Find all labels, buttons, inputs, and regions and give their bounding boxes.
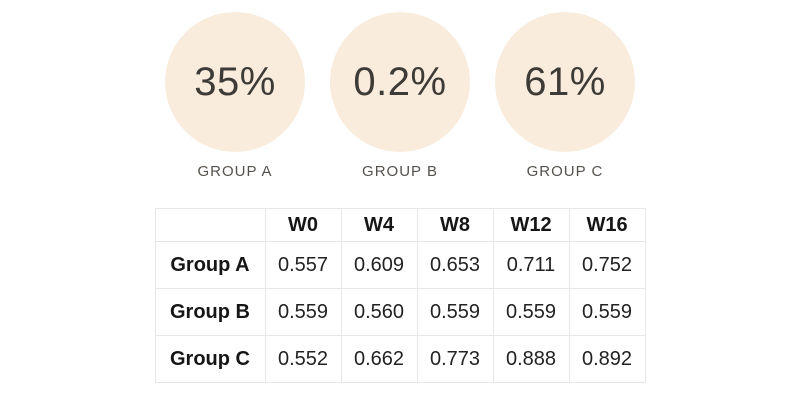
cell-a-w16: 0.752 xyxy=(568,241,646,289)
cell-a-w4: 0.609 xyxy=(340,241,418,289)
table-header-w12: W12 xyxy=(492,208,570,242)
cell-b-w4: 0.560 xyxy=(340,288,418,336)
table-header-w0: W0 xyxy=(264,208,342,242)
cell-c-w0: 0.552 xyxy=(264,335,342,383)
cell-b-w16: 0.559 xyxy=(568,288,646,336)
stat-value-b: 0.2% xyxy=(353,59,447,104)
stat-group-a: 35% GROUP A xyxy=(165,12,305,180)
stat-circle-b: 0.2% xyxy=(330,12,470,152)
table-row-group-c: Group C 0.552 0.662 0.773 0.888 0.892 xyxy=(154,335,646,383)
table-header-w16: W16 xyxy=(568,208,646,242)
table-header-w4: W4 xyxy=(340,208,418,242)
cell-c-w16: 0.892 xyxy=(568,335,646,383)
stat-value-c: 61% xyxy=(524,59,606,104)
data-table: W0 W4 W8 W12 W16 Group A 0.557 0.609 0.6… xyxy=(154,208,646,383)
stat-circle-a: 35% xyxy=(165,12,305,152)
table-header-w8: W8 xyxy=(416,208,494,242)
table-row-group-a: Group A 0.557 0.609 0.653 0.711 0.752 xyxy=(154,241,646,289)
stat-label-c: GROUP C xyxy=(526,163,604,180)
cell-b-w8: 0.559 xyxy=(416,288,494,336)
row-label-group-a: Group A xyxy=(154,241,266,289)
table-row-group-b: Group B 0.559 0.560 0.559 0.559 0.559 xyxy=(154,288,646,336)
row-label-group-b: Group B xyxy=(154,288,266,336)
row-label-group-c: Group C xyxy=(154,335,266,383)
table-header-row: W0 W4 W8 W12 W16 xyxy=(154,208,646,242)
stat-value-a: 35% xyxy=(194,59,276,104)
cell-c-w12: 0.888 xyxy=(492,335,570,383)
cell-a-w12: 0.711 xyxy=(492,241,570,289)
cell-c-w8: 0.773 xyxy=(416,335,494,383)
stat-label-a: GROUP A xyxy=(197,163,273,180)
cell-c-w4: 0.662 xyxy=(340,335,418,383)
cell-b-w0: 0.559 xyxy=(264,288,342,336)
stat-circles-row: 35% GROUP A 0.2% GROUP B 61% GROUP C xyxy=(0,12,800,180)
stat-group-b: 0.2% GROUP B xyxy=(330,12,470,180)
cell-a-w8: 0.653 xyxy=(416,241,494,289)
stat-group-c: 61% GROUP C xyxy=(495,12,635,180)
stat-label-b: GROUP B xyxy=(362,163,438,180)
cell-a-w0: 0.557 xyxy=(264,241,342,289)
cell-b-w12: 0.559 xyxy=(492,288,570,336)
stat-circle-c: 61% xyxy=(495,12,635,152)
table-corner-cell xyxy=(154,208,266,242)
